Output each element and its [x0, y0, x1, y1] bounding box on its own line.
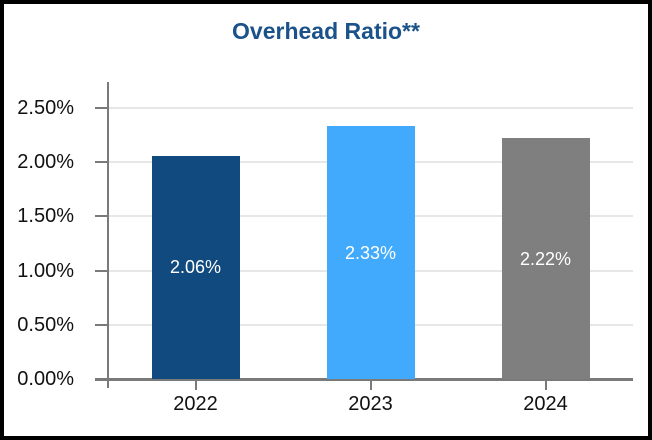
bar-2023 — [326, 126, 415, 379]
chart-title: Overhead Ratio** — [232, 18, 420, 44]
x-axis-tick — [369, 381, 372, 390]
bar-value-label: 2.06% — [169, 257, 222, 278]
y-axis-tick — [95, 269, 108, 272]
x-axis-tick-label: 2023 — [348, 393, 393, 415]
bar-value-label: 2.22% — [519, 248, 572, 269]
x-axis-tick — [544, 381, 547, 390]
y-axis-tick-label: 0.00% — [17, 368, 74, 390]
y-axis-tick-label: 2.00% — [17, 151, 74, 174]
y-axis-tick — [95, 215, 108, 218]
y-axis-line — [107, 82, 109, 388]
y-axis-tick-label: 0.50% — [17, 313, 74, 336]
bar-value-label: 2.33% — [344, 242, 397, 263]
plot-area: 2.50% 2.00% 1.50% 1.00% 0.50% 0.00% 2.06% 2022 2… — [4, 4, 648, 436]
y-axis-tick-label: 2.50% — [17, 97, 74, 119]
y-axis-tick — [95, 161, 108, 164]
y-axis-tick — [95, 323, 108, 326]
bar-2024 — [501, 138, 590, 379]
x-axis-line — [95, 378, 633, 381]
y-axis-tick — [95, 107, 108, 109]
x-axis-tick-label: 2024 — [523, 393, 568, 415]
y-axis-tick-label: 1.50% — [17, 205, 74, 228]
bar-2022 — [151, 155, 240, 379]
x-axis-tick — [194, 381, 197, 390]
y-axis-tick-label: 1.00% — [17, 259, 74, 282]
x-axis-tick-label: 2022 — [173, 393, 218, 415]
gridline — [108, 107, 633, 109]
